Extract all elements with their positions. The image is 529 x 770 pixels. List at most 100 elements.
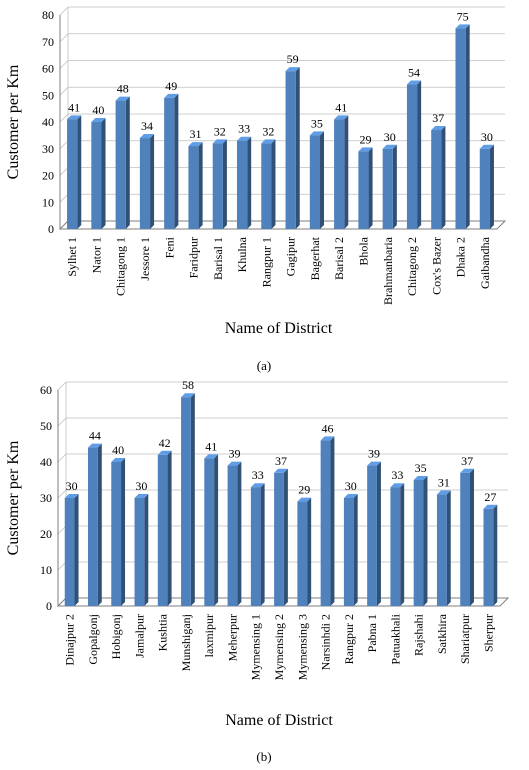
data-label: 58 [182,378,194,392]
x-tick-label: Rangpur 1 [259,237,273,287]
bar-top [164,93,179,98]
data-label: 40 [92,103,104,117]
x-axis-label: Name of District [225,712,333,729]
data-label: 48 [117,82,129,96]
x-tick-label: Gaibandha [478,236,492,289]
x-tick-label: Nator 1 [89,237,103,273]
x-tick-label: Meherpur [225,614,239,661]
bar-top [460,468,474,473]
bar-top [188,142,203,147]
chart-a: 0 10 20 30 40 50 60 70 80 41 Sylhet 1 40 Nator 1 48 Ch… [5,6,507,373]
bar [212,143,223,229]
data-label: 59 [287,52,299,66]
y-tick-label: 10 [42,195,54,209]
bar [227,465,238,606]
gridline-side [57,417,67,427]
bar-top [358,147,373,152]
bar-side [330,436,335,606]
bar [358,151,369,229]
gridline-side [59,113,69,123]
data-label: 34 [141,119,153,133]
bar-top [236,136,252,141]
data-label: 42 [159,436,171,450]
x-tick-label: Mymensing 1 [249,614,263,680]
chart-b: 0 10 20 30 40 50 60 30 Dinajpur 2 44 Gopalgonj 40 Ho… [5,378,510,764]
bar-top [134,494,149,498]
bar [204,458,215,606]
y-tick-label: 50 [42,88,54,102]
bar-top [343,494,358,498]
data-label: 27 [484,490,496,504]
bar [139,138,151,229]
bar-top [455,24,470,29]
bar [91,122,102,229]
bar-side [307,497,312,606]
data-label: 33 [391,468,403,482]
y-axis-label: Customer per Km [5,440,22,555]
bar-top [115,96,130,101]
bar-side [368,147,373,229]
caption: (a) [257,358,271,373]
bar-top [111,458,126,462]
bar [261,143,272,229]
bar-side [446,490,451,606]
caption: (b) [256,749,271,764]
data-label: 31 [190,127,202,141]
x-tick-label: Cox's Bazer [429,237,443,295]
bar-top [382,144,397,149]
x-tick-label: Sylhet 1 [65,237,79,277]
data-label: 75 [457,9,469,23]
bar-top [204,454,219,459]
bar-top [334,115,349,120]
gridline-side [57,489,67,499]
bar-side [400,483,405,606]
x-tick-label: Barisal 1 [211,237,225,280]
bar [115,100,126,229]
x-tick-label: Munshiganj [179,614,193,671]
bar-top [274,468,288,473]
bar-top [297,497,312,502]
y-tick-label: 60 [40,383,52,397]
bar [285,71,296,229]
bar [436,494,447,606]
data-label: 49 [165,79,177,93]
x-tick-label: Jamalpur [132,614,146,658]
data-label: 29 [359,132,371,146]
bar [406,84,418,229]
bar [460,472,470,606]
bar-top [157,450,172,455]
gridline-side [59,6,69,16]
x-tick-label: laxmipur [202,614,216,657]
x-tick-label: Rajshahi [412,613,426,656]
y-tick-label: 60 [42,62,54,76]
bar-side [260,483,265,606]
bar [181,397,191,606]
x-tick-label: Dhaka 2 [454,237,468,277]
bar-side [222,139,227,229]
bar [188,146,199,229]
bar-top [483,504,498,509]
bar-top [261,139,276,144]
bar-side [214,454,219,606]
data-label: 30 [135,479,147,493]
x-tick-label: Jessore 1 [138,237,152,281]
bar-side [237,461,242,606]
bar-top [181,393,195,398]
y-tick-label: 10 [40,563,52,577]
bar-side [97,443,102,606]
x-tick-label: Feni [162,236,176,258]
bar-side [353,494,358,606]
data-label: 30 [66,479,78,493]
data-label: 41 [205,439,217,453]
x-tick-label: Dinajpur 2 [63,614,77,666]
data-label: 54 [408,66,420,80]
data-label: 29 [298,483,310,497]
bar [320,440,331,606]
gridline-side [57,561,67,571]
bar-side [344,115,349,229]
bar [413,480,424,606]
bar [431,130,442,229]
bar-side [465,24,470,229]
x-tick-label: Kushtia [156,613,170,651]
